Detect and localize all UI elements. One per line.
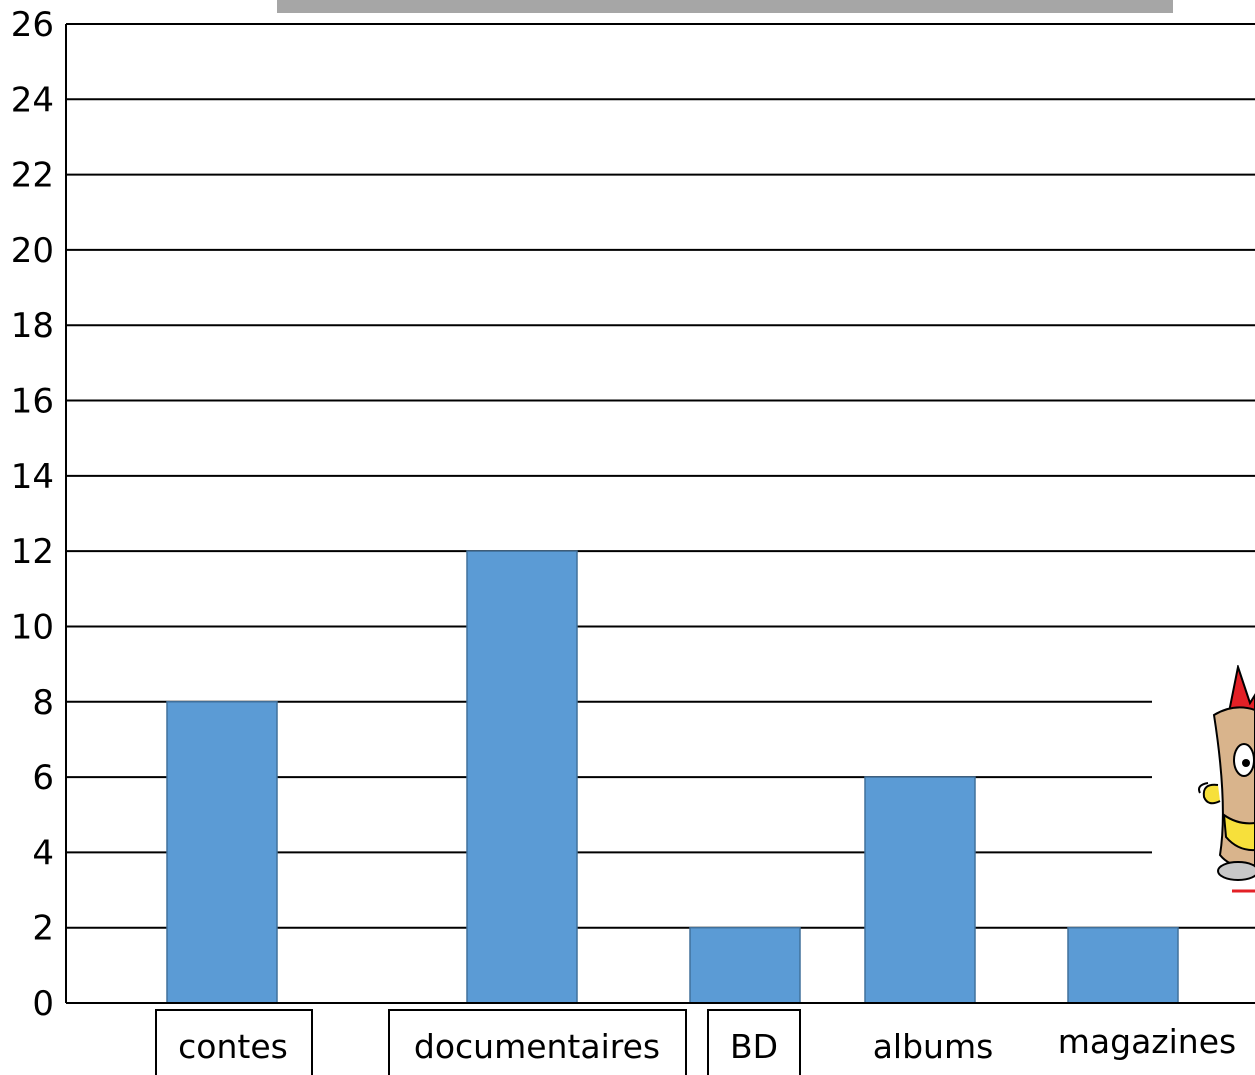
bars — [166, 550, 1179, 1004]
x-category-label: contes — [178, 1027, 288, 1066]
axes — [65, 24, 1255, 1004]
category-box-BD — [707, 1009, 801, 1075]
x-category-label: BD — [730, 1027, 778, 1066]
y-tick-label: 18 — [11, 306, 54, 346]
y-tick-label: 2 — [32, 909, 54, 949]
y-tick-label: 20 — [11, 231, 54, 271]
x-category-label: albums — [873, 1027, 994, 1066]
bar-albums — [864, 776, 976, 1004]
category-box-contes — [155, 1009, 313, 1075]
bar-BD — [689, 926, 801, 1004]
y-tick-label: 24 — [11, 80, 54, 120]
y-tick-label: 0 — [32, 984, 54, 1024]
x-category-label: magazines — [1058, 1022, 1236, 1061]
y-tick-label: 26 — [11, 5, 54, 45]
y-tick-label: 16 — [11, 382, 54, 422]
bar-documentaires — [466, 550, 578, 1004]
y-tick-label: 10 — [11, 607, 54, 647]
y-tick-label: 14 — [11, 457, 54, 497]
cartoon-book-mascot-icon — [1198, 665, 1255, 893]
x-category-labels: contes documentaires BD albums magazines — [155, 1009, 1236, 1075]
y-tick-label: 22 — [11, 156, 54, 196]
y-tick-label: 4 — [32, 833, 54, 873]
x-category-label: documentaires — [414, 1027, 660, 1066]
bar-magazines — [1067, 926, 1179, 1004]
y-tick-label: 8 — [32, 683, 54, 723]
y-tick-label: 6 — [32, 758, 54, 798]
bar-contes — [166, 701, 278, 1004]
y-tick-label: 12 — [11, 532, 54, 572]
title-banner — [277, 0, 1173, 13]
category-box-documentaires — [388, 1009, 687, 1075]
